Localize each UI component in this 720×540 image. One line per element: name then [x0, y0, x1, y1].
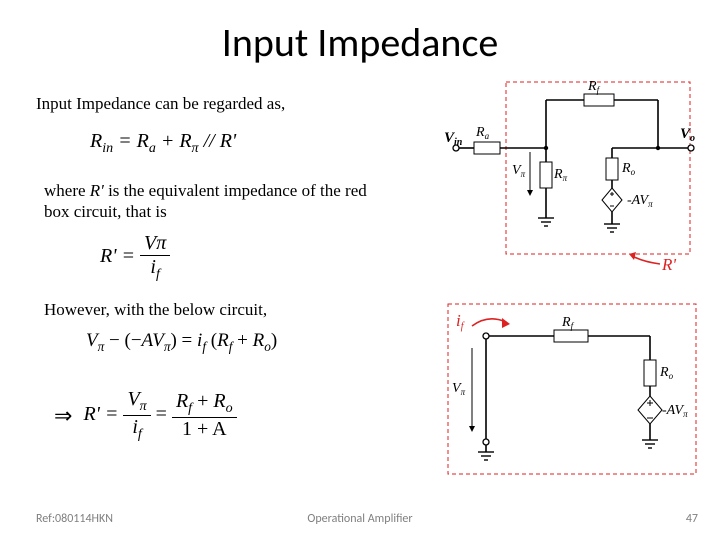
equation-rprime-def: R' = Vπ if	[100, 232, 170, 283]
svg-text:R': R'	[661, 255, 676, 270]
svg-text:-AVπ: -AVπ	[627, 193, 653, 209]
however-text: However, with the below circuit,	[44, 300, 267, 320]
svg-text:Ro: Ro	[659, 365, 674, 381]
intro-text: Input Impedance can be regarded as,	[36, 94, 285, 114]
svg-text:Vo: Vo	[680, 126, 695, 144]
equation-kvl: Vπ − (−AVπ) = if (Rf + Ro)	[86, 330, 277, 355]
footer-center: Operational Amplifier	[0, 512, 720, 526]
svg-text:Vπ: Vπ	[452, 381, 466, 397]
where-text: where R' is the equivalent impedance of …	[44, 180, 374, 223]
svg-text:Rπ: Rπ	[553, 167, 568, 183]
svg-text:Rf: Rf	[561, 315, 575, 331]
svg-text:Vin: Vin	[444, 130, 463, 148]
svg-text:-AVπ: -AVπ	[662, 403, 688, 419]
slide-title: Input Impedance	[0, 18, 720, 67]
circuit-diagram-1: Vin Ra Rf Vπ Rπ Vo	[444, 80, 700, 270]
equation-rprime-result: ⇒ R' = Vπ if = Rf + Ro 1 + A	[54, 388, 237, 443]
svg-text:Ro: Ro	[621, 161, 636, 177]
slide: Input Impedance Input Impedance can be r…	[0, 0, 720, 540]
equation-rin: Rin = Ra + Rπ // R'	[90, 130, 236, 157]
svg-text:Vπ: Vπ	[512, 163, 526, 179]
svg-text:Ra: Ra	[475, 125, 490, 141]
circuit-diagram-2: Rf if Vπ Ro -AVπ	[444, 300, 700, 480]
page-number: 47	[686, 512, 698, 526]
svg-text:if: if	[456, 311, 465, 332]
